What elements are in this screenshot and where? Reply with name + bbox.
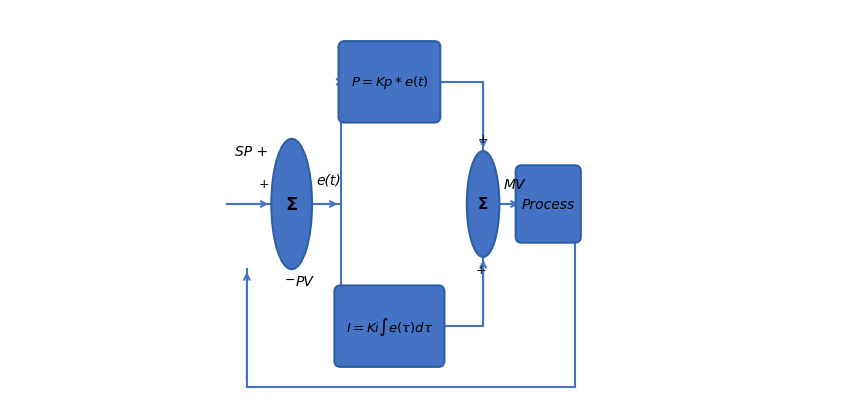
Text: e(t): e(t) xyxy=(316,173,341,187)
Text: +: + xyxy=(478,133,489,146)
FancyBboxPatch shape xyxy=(334,286,445,367)
Ellipse shape xyxy=(467,152,500,257)
Text: SP +: SP + xyxy=(235,145,268,159)
Text: +: + xyxy=(476,263,486,276)
Text: MV: MV xyxy=(503,177,525,191)
FancyBboxPatch shape xyxy=(516,166,581,243)
Text: −: − xyxy=(284,274,295,287)
Text: $P = Kp * e(t)$: $P = Kp * e(t)$ xyxy=(350,74,428,91)
Text: PV: PV xyxy=(295,275,314,289)
Text: Σ: Σ xyxy=(478,197,489,212)
Text: Σ: Σ xyxy=(285,196,298,213)
Text: $I = Ki\int e(\tau)d\tau$: $I = Ki\int e(\tau)d\tau$ xyxy=(346,315,433,337)
Text: +: + xyxy=(258,178,269,191)
Text: Process: Process xyxy=(522,198,575,211)
FancyBboxPatch shape xyxy=(338,42,441,123)
Ellipse shape xyxy=(271,139,312,270)
